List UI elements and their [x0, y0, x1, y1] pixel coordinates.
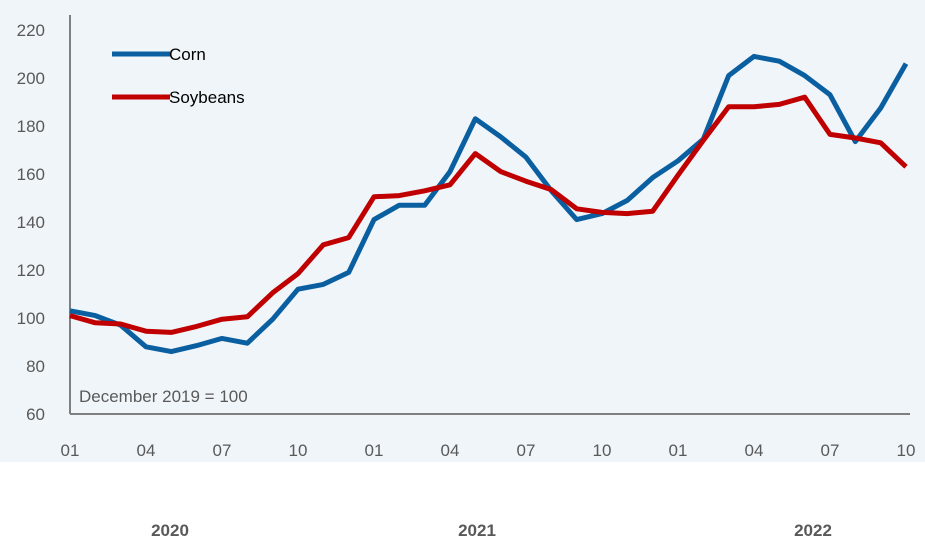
- x-tick-label: 04: [745, 441, 764, 460]
- x-tick-label: 07: [517, 441, 536, 460]
- y-tick-label: 160: [17, 165, 45, 184]
- x-tick-label: 10: [593, 441, 612, 460]
- x-tick-label: 01: [61, 441, 80, 460]
- x-tick-label: 07: [821, 441, 840, 460]
- year-label: 2020: [151, 521, 189, 540]
- x-tick-label: 01: [365, 441, 384, 460]
- x-tick-label: 04: [441, 441, 460, 460]
- y-tick-label: 200: [17, 69, 45, 88]
- y-tick-label: 80: [26, 357, 45, 376]
- series-line-soybeans: [69, 94, 908, 335]
- x-tick-label: 10: [897, 441, 916, 460]
- y-tick-label: 120: [17, 261, 45, 280]
- y-tick-label: 220: [17, 21, 45, 40]
- year-label: 2022: [794, 521, 832, 540]
- x-tick-label: 10: [289, 441, 308, 460]
- x-tick-label: 04: [137, 441, 156, 460]
- year-label: 2021: [458, 521, 496, 540]
- plot-background: [0, 0, 925, 462]
- y-tick-label: 100: [17, 309, 45, 328]
- base-period-annotation: December 2019 = 100: [79, 387, 248, 406]
- legend-label-soybeans: Soybeans: [169, 88, 245, 107]
- legend-label-corn: Corn: [169, 45, 206, 64]
- x-tick-label: 01: [669, 441, 688, 460]
- y-tick-label: 60: [26, 405, 45, 424]
- y-tick-label: 140: [17, 213, 45, 232]
- x-tick-label: 07: [213, 441, 232, 460]
- y-tick-label: 180: [17, 117, 45, 136]
- series-line-corn: [69, 53, 909, 355]
